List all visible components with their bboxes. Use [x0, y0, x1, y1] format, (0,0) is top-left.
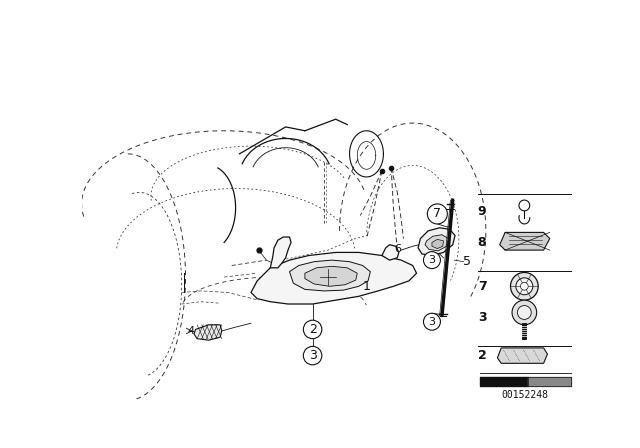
Text: 1: 1 [363, 280, 371, 293]
Text: 9: 9 [477, 205, 486, 218]
Polygon shape [270, 237, 291, 268]
Text: 2: 2 [477, 349, 486, 362]
Circle shape [303, 320, 322, 339]
Polygon shape [382, 245, 399, 260]
Circle shape [519, 200, 530, 211]
Circle shape [424, 313, 440, 330]
Circle shape [517, 306, 531, 319]
Polygon shape [500, 233, 550, 250]
Text: 8: 8 [477, 236, 486, 249]
Text: 6: 6 [394, 244, 401, 254]
Polygon shape [432, 239, 444, 249]
Polygon shape [425, 235, 448, 251]
Text: 3: 3 [477, 310, 486, 323]
Polygon shape [251, 252, 417, 304]
Polygon shape [289, 260, 371, 291]
Circle shape [511, 272, 538, 300]
Polygon shape [418, 228, 455, 255]
Circle shape [428, 204, 447, 224]
Text: 4: 4 [188, 326, 195, 336]
Polygon shape [194, 325, 221, 340]
Text: 3: 3 [428, 255, 435, 265]
Text: 3: 3 [428, 317, 435, 327]
Circle shape [520, 282, 528, 290]
Circle shape [424, 252, 440, 269]
Polygon shape [497, 348, 547, 363]
Text: 2: 2 [308, 323, 317, 336]
Circle shape [516, 278, 533, 295]
Text: 7: 7 [477, 280, 486, 293]
Polygon shape [305, 266, 357, 286]
Text: 3: 3 [308, 349, 317, 362]
Text: 7: 7 [433, 207, 442, 220]
Circle shape [303, 346, 322, 365]
Text: 5: 5 [463, 255, 470, 268]
Text: 00152248: 00152248 [502, 390, 548, 400]
Circle shape [512, 300, 537, 325]
